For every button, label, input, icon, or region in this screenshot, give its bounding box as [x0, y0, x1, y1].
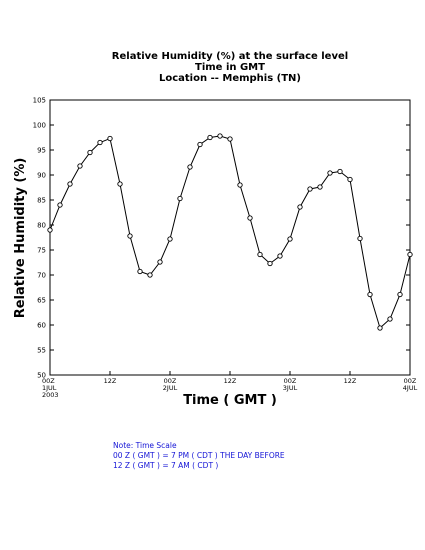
x-tick-label: 00Z	[164, 377, 177, 385]
chart-title-line-1: Relative Humidity (%) at the surface lev…	[111, 51, 349, 62]
data-point	[327, 170, 333, 176]
data-point	[187, 164, 193, 170]
data-point	[337, 168, 343, 175]
y-tick-label: 85	[37, 197, 46, 205]
data-point	[137, 268, 143, 275]
series-layer	[47, 133, 413, 331]
data-point	[87, 149, 93, 156]
y-tick-label: 60	[37, 322, 46, 330]
y-tick-label: 55	[37, 347, 46, 355]
data-point	[97, 139, 103, 146]
y-tick-label: 65	[37, 297, 46, 305]
data-point	[217, 133, 223, 139]
data-point	[377, 325, 383, 331]
data-point	[77, 163, 83, 169]
data-point	[267, 260, 273, 267]
data-point	[237, 182, 243, 188]
x-tick-label: 2JUL	[163, 384, 178, 392]
data-point	[357, 235, 363, 242]
data-point	[367, 291, 373, 298]
y-tick-label: 70	[37, 272, 46, 280]
data-point	[127, 233, 133, 239]
data-point	[227, 136, 233, 142]
y-tick-label: 95	[37, 147, 46, 155]
data-point	[307, 186, 313, 192]
x-tick-label: 1JUL	[42, 384, 57, 392]
data-point	[117, 181, 123, 187]
x-tick-label: 2003	[42, 391, 59, 399]
x-tick-label: 12Z	[104, 377, 117, 385]
note-line-00z: 00 Z ( GMT ) = 7 PM ( CDT ) THE DAY BEFO…	[113, 451, 285, 460]
x-tick-label: 00Z	[284, 377, 297, 385]
data-point	[197, 141, 203, 148]
data-point	[157, 259, 163, 265]
y-tick-label: 75	[37, 247, 46, 255]
data-point	[167, 236, 173, 242]
x-tick-label: 00Z	[404, 377, 417, 385]
data-point	[317, 184, 323, 190]
series-line	[49, 135, 411, 329]
note-line-12z: 12 Z ( GMT ) = 7 AM ( CDT )	[113, 461, 219, 470]
data-point	[287, 236, 293, 242]
x-tick-label: 3JUL	[283, 384, 298, 392]
y-tick-label: 100	[33, 122, 46, 130]
data-point	[397, 291, 403, 298]
data-point	[257, 251, 263, 258]
data-point	[387, 316, 393, 322]
data-point	[107, 135, 113, 142]
data-point	[57, 202, 63, 208]
y-tick-label: 50	[37, 372, 46, 380]
y-tick-label: 90	[37, 172, 46, 180]
data-point	[67, 181, 73, 187]
data-point	[147, 272, 153, 278]
data-point	[297, 204, 303, 210]
data-point	[407, 251, 413, 258]
y-axis-label: Relative Humidity (%)	[13, 158, 28, 319]
x-tick-label: 4JUL	[403, 384, 418, 392]
note-title: Note: Time Scale	[113, 441, 177, 450]
x-axis-label: Time ( GMT )	[183, 393, 277, 408]
data-point	[277, 253, 283, 259]
y-tick-label: 80	[37, 222, 46, 230]
data-point	[347, 176, 353, 183]
chart-title-line-2: Time in GMT	[195, 62, 265, 73]
x-tick-label: 00Z	[42, 377, 55, 385]
data-point	[247, 215, 253, 221]
chart-title-line-3: Location -- Memphis (TN)	[158, 73, 301, 84]
y-axis: 50 55 60 65 70 75 80 85 90 95 100 105	[33, 97, 410, 380]
y-tick-label: 105	[33, 97, 46, 105]
x-tick-label: 12Z	[224, 377, 237, 385]
data-point	[47, 227, 53, 233]
data-point	[207, 134, 213, 141]
data-point	[177, 195, 183, 202]
x-tick-label: 12Z	[344, 377, 357, 385]
